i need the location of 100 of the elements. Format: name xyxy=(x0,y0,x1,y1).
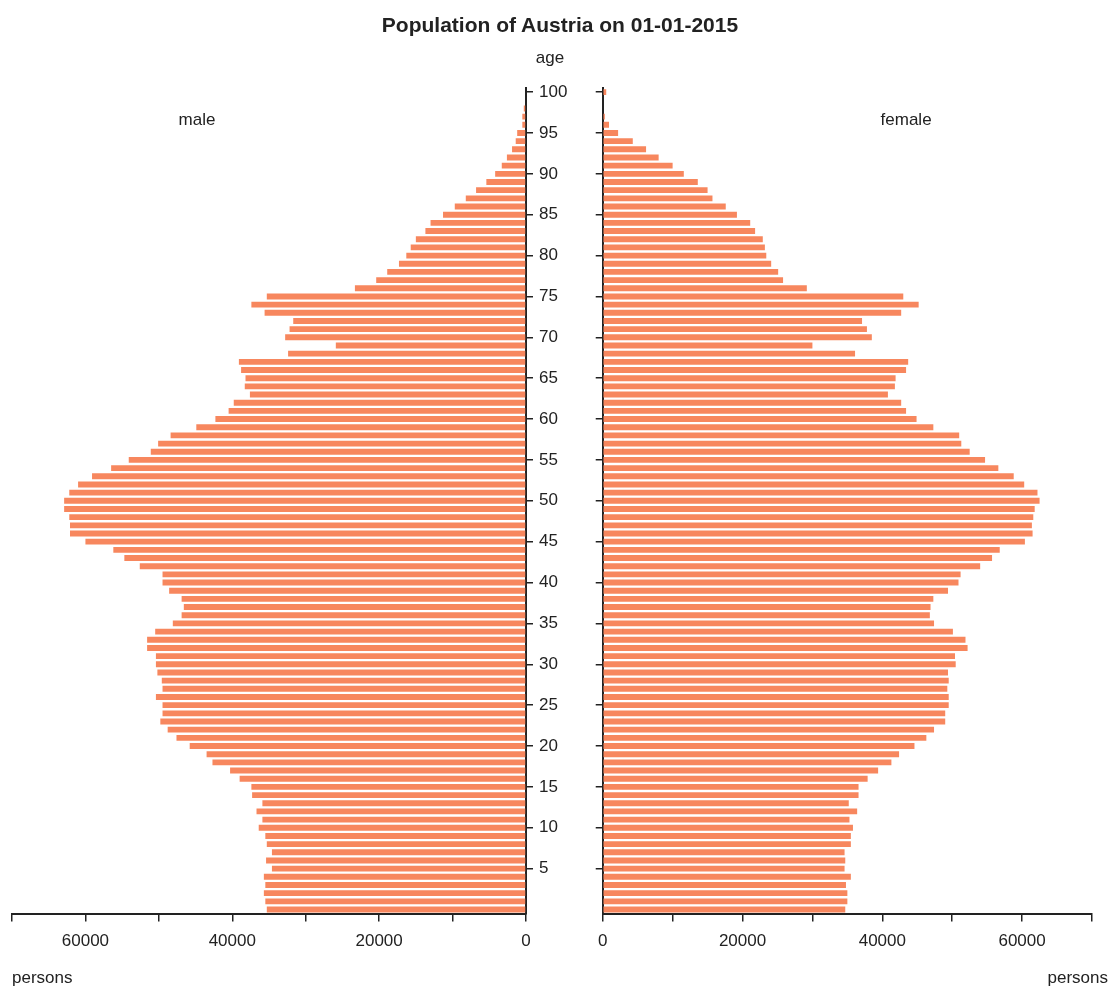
bar xyxy=(124,555,526,561)
bar xyxy=(603,179,698,185)
bar xyxy=(603,792,859,799)
bar xyxy=(603,424,934,431)
bar xyxy=(603,628,953,635)
bar xyxy=(196,424,526,431)
bar xyxy=(603,873,851,880)
bar xyxy=(603,399,902,406)
y-tick-label: 20 xyxy=(539,735,558,755)
y-tick-label: 75 xyxy=(539,286,558,306)
bar xyxy=(206,751,526,758)
bar xyxy=(603,162,673,169)
bar xyxy=(85,538,526,545)
bar xyxy=(139,563,526,570)
bar xyxy=(215,416,526,422)
bar xyxy=(501,162,526,169)
bar xyxy=(603,383,895,390)
bar xyxy=(603,824,853,831)
bar xyxy=(603,833,851,839)
bar xyxy=(603,407,907,414)
bar xyxy=(603,138,633,145)
bar xyxy=(603,432,960,439)
bar xyxy=(603,677,949,684)
bar xyxy=(603,808,858,815)
bar xyxy=(603,440,962,447)
x-axis-title: persons xyxy=(1047,967,1108,987)
x-tick-label: 0 xyxy=(521,931,531,951)
bar xyxy=(264,309,526,316)
bar xyxy=(212,759,526,766)
bar xyxy=(603,268,779,275)
bar xyxy=(603,236,763,243)
bar xyxy=(398,260,526,267)
bar xyxy=(289,326,526,333)
bar xyxy=(430,219,526,226)
x-tick-label: 0 xyxy=(597,931,608,951)
text: male xyxy=(178,109,216,129)
bar xyxy=(603,710,946,717)
y-axis-title: age xyxy=(535,47,565,67)
x-tick-label: 40000 xyxy=(208,931,256,951)
bar xyxy=(425,228,526,234)
bar xyxy=(252,792,526,799)
bar xyxy=(522,113,526,120)
chart-title: Population of Austria on 01-01-2015 xyxy=(381,13,739,36)
bar xyxy=(603,538,1025,545)
bar xyxy=(155,694,526,700)
bar xyxy=(603,685,948,692)
bar xyxy=(517,130,526,136)
bar xyxy=(603,546,1000,553)
bar xyxy=(603,326,867,333)
y-tick-label: 65 xyxy=(539,367,558,387)
bar xyxy=(387,268,526,275)
bar xyxy=(262,816,526,823)
y-tick-label: 35 xyxy=(539,613,558,633)
bar xyxy=(155,628,526,635)
bar xyxy=(603,726,935,733)
bar xyxy=(147,636,526,643)
bar xyxy=(162,702,526,709)
bar xyxy=(241,367,526,373)
y-tick-label: 95 xyxy=(539,122,558,142)
y-tick-label: 10 xyxy=(539,817,558,837)
bar xyxy=(603,219,751,226)
bar xyxy=(603,882,846,888)
bar xyxy=(603,146,647,153)
bar xyxy=(245,375,526,382)
bar xyxy=(170,432,526,439)
bar xyxy=(244,383,526,390)
bar xyxy=(167,726,526,733)
bar xyxy=(603,456,986,463)
bar xyxy=(603,121,610,128)
bar xyxy=(603,285,807,292)
bar xyxy=(603,661,956,668)
y-tick-label: 25 xyxy=(539,694,558,714)
bar xyxy=(64,506,526,512)
y-tick-label: 90 xyxy=(539,163,558,183)
bar xyxy=(189,743,526,749)
x-tick-label: 20000 xyxy=(355,931,403,951)
bar xyxy=(239,775,526,782)
y-tick-label: 80 xyxy=(539,245,558,265)
y-tick-label: 5 xyxy=(539,858,549,878)
bar xyxy=(603,260,772,267)
bar xyxy=(603,595,934,602)
bar xyxy=(271,865,526,872)
bar xyxy=(155,653,526,660)
bar xyxy=(603,277,784,284)
bar xyxy=(265,898,526,905)
bar xyxy=(64,497,526,504)
bar xyxy=(603,800,849,807)
y-tick-label: 55 xyxy=(539,449,558,469)
bar xyxy=(603,416,917,422)
bar xyxy=(406,252,526,259)
bar xyxy=(150,448,526,455)
bar xyxy=(603,849,845,856)
bar xyxy=(147,644,526,651)
bar xyxy=(172,620,526,627)
bar xyxy=(603,775,868,782)
bar xyxy=(410,244,526,251)
y-tick-label: 40 xyxy=(539,572,558,592)
bar xyxy=(376,277,526,284)
bar xyxy=(266,841,526,848)
bar xyxy=(512,146,526,153)
